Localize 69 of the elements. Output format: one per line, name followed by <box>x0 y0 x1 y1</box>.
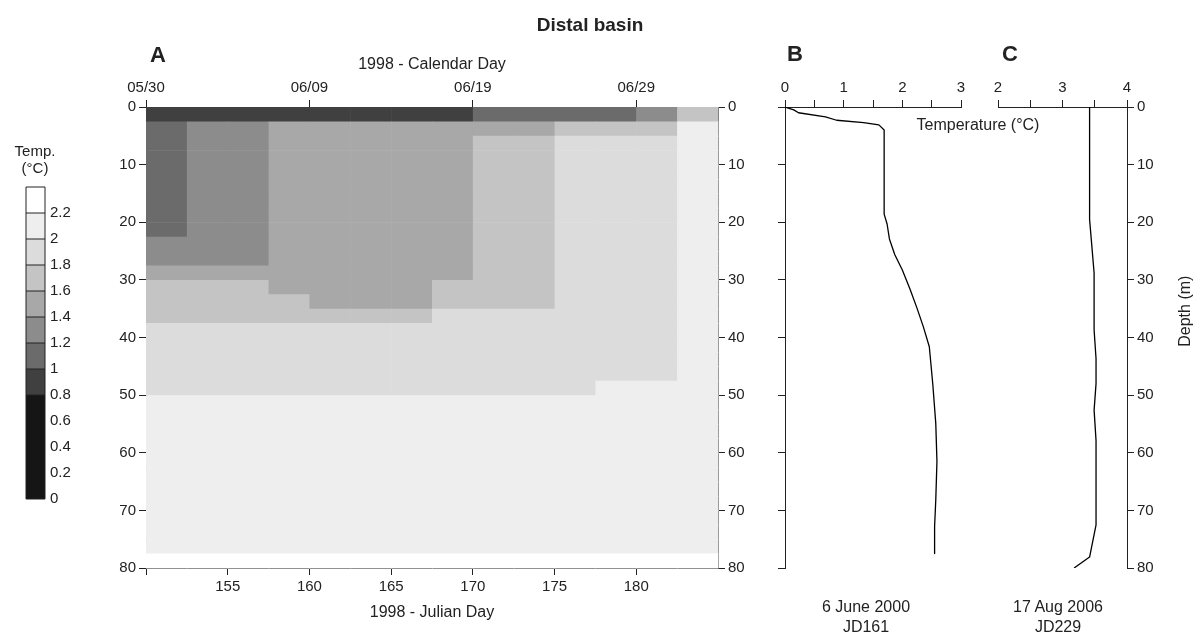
y2-tick-label: 10 <box>728 154 745 172</box>
x-tick-label: 3 <box>956 78 966 96</box>
color-bar-label: 0.6 <box>50 411 71 429</box>
x-tick-label: 175 <box>542 577 568 595</box>
y-tick-label: 20 <box>1137 212 1154 230</box>
x-tick-label: 3 <box>1058 78 1067 96</box>
chart-title: Distal basin <box>535 14 645 36</box>
text: 6 June 2000 <box>820 598 912 617</box>
color-bar-label: 2.2 <box>50 203 71 221</box>
x2-tick-label: 06/09 <box>290 78 329 96</box>
y-tick-label: 80 <box>119 558 136 576</box>
x-tick-label: 165 <box>378 577 404 595</box>
y-tick-label: 10 <box>119 154 136 172</box>
x-axis-title: 1998 - Julian Day <box>369 602 495 620</box>
text: C <box>1001 41 1019 67</box>
color-bar-label: 0 <box>50 489 59 507</box>
x-tick-label: 0 <box>780 78 790 96</box>
y-tick-label: 60 <box>1137 442 1154 460</box>
x2-tick-label: 06/29 <box>617 78 656 96</box>
y-tick-label: 40 <box>1137 327 1154 345</box>
y-tick-label: 40 <box>119 327 136 345</box>
color-bar-label: 2 <box>50 229 59 247</box>
y-tick-label: 50 <box>1137 385 1154 403</box>
y2-tick-label: 40 <box>728 327 745 345</box>
y-tick-label: 80 <box>1137 558 1154 576</box>
y-tick-label: 60 <box>119 442 136 460</box>
y-tick-label: 50 <box>119 385 136 403</box>
color-bar-label: 0.4 <box>50 437 71 455</box>
x2-tick-label: 06/19 <box>454 78 492 96</box>
text: A <box>149 42 167 68</box>
y-tick-label: 20 <box>119 212 136 230</box>
color-bar-label: 1 <box>50 359 59 377</box>
color-bar-label: 1.8 <box>50 255 71 273</box>
x-tick-label: 2 <box>898 78 907 96</box>
text: 17 Aug 2006 <box>1012 598 1104 617</box>
y2-tick-label: 20 <box>728 212 745 230</box>
color-bar-label: 1.6 <box>50 281 71 299</box>
y-tick-label: 30 <box>119 270 136 288</box>
text: JD161 <box>841 618 891 636</box>
color-bar-label: 1.2 <box>50 333 71 351</box>
y-tick-label: 70 <box>1137 500 1154 518</box>
y2-tick-label: 50 <box>728 385 745 403</box>
x-tick-label: 170 <box>460 577 486 595</box>
x-tick-label: 160 <box>296 577 322 595</box>
y-tick-label: 30 <box>1137 270 1154 288</box>
x-tick-label: 4 <box>1122 78 1132 96</box>
y-tick-label: 0 <box>127 97 136 115</box>
color-bar-title: Temp. (°C) <box>13 142 57 177</box>
x-tick-label: 2 <box>993 78 1003 96</box>
x-tick-label: 155 <box>215 577 241 595</box>
y2-tick-label: 80 <box>728 558 745 576</box>
text: B <box>786 41 804 67</box>
y2-tick-label: 0 <box>728 97 737 115</box>
y-tick-label: 0 <box>1137 97 1146 115</box>
color-bar-label: 0.8 <box>50 385 71 403</box>
y-tick-label: 70 <box>119 500 136 518</box>
x-axis-title: Temperature (°C) <box>915 116 1041 135</box>
y-axis-title: Depth (m) <box>1175 274 1194 349</box>
x-tick-label: 1 <box>839 78 848 96</box>
y2-tick-label: 30 <box>728 270 745 288</box>
y2-tick-label: 70 <box>728 500 745 518</box>
text: JD229 <box>1033 618 1083 636</box>
y2-tick-label: 60 <box>728 442 745 460</box>
color-bar-label: 0.2 <box>50 463 71 481</box>
y-tick-label: 10 <box>1137 154 1154 172</box>
x2-axis-title: 1998 - Calendar Day <box>358 55 506 73</box>
x2-tick-label: 05/30 <box>127 78 165 96</box>
x-tick-label: 180 <box>623 577 649 595</box>
color-bar-label: 1.4 <box>50 307 71 325</box>
